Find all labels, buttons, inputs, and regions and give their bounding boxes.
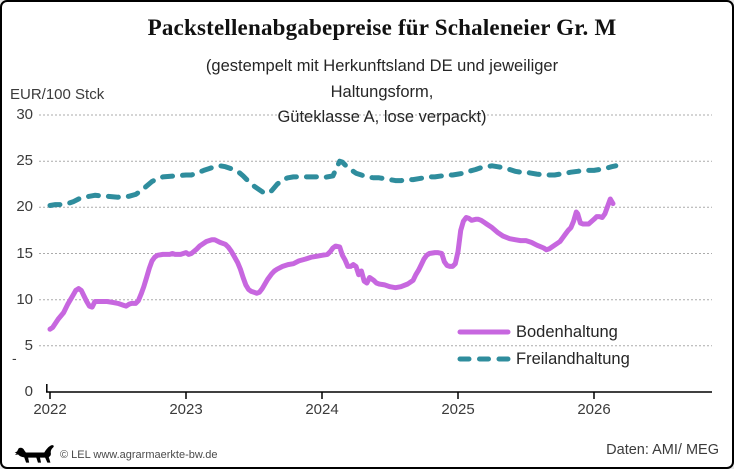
y-tick-label-10: 10 <box>16 290 33 308</box>
legend-swatch-solid-line <box>457 329 511 335</box>
y-axis-unit-label: EUR/100 Stck <box>10 86 105 103</box>
legend-label-bodenhaltung: Bodenhaltung <box>516 322 618 341</box>
chart-title: Packstellenabgabepreise für Schaleneier … <box>147 15 617 40</box>
y-tick-label-0: 0 <box>24 383 33 400</box>
legend-item-freilandhaltung: Freilandhaltung <box>457 350 630 368</box>
x-tick-label-2023: 2023 <box>169 401 203 418</box>
x-tick-label-2026: 2026 <box>577 401 611 418</box>
chart-subtitle-line-3: Güteklasse A, lose verpackt) <box>277 108 487 126</box>
footer-copyright: © LEL www.agrarmaerkte-bw.de <box>60 449 218 461</box>
x-tick-label-2025: 2025 <box>441 401 475 418</box>
legend-item-bodenhaltung: Bodenhaltung <box>457 323 618 341</box>
legend-swatch-dashed-line <box>457 356 511 362</box>
footer-data-source: Daten: AMI/ MEG <box>606 442 719 458</box>
chart-subtitle: (gestempelt mit Herkunftsland DE und jew… <box>42 54 722 131</box>
y-tick-label-25: 25 <box>16 152 33 170</box>
lel-lion-logo-icon <box>14 445 54 463</box>
y-axis-stray-dash: - <box>12 350 17 366</box>
y-tick-label-5: 5 <box>24 336 33 354</box>
x-tick-label-2024: 2024 <box>305 401 339 418</box>
chart-subtitle-line-2: Haltungsform, <box>330 82 434 101</box>
y-tick-label-20: 20 <box>16 198 33 216</box>
series-line-bodenhaltung <box>47 196 616 332</box>
chart-subtitle-line-1: (gestempelt mit Herkunftsland DE und jew… <box>205 57 559 75</box>
y-tick-label-15: 15 <box>16 244 33 262</box>
legend-label-freilandhaltung: Freilandhaltung <box>516 349 630 368</box>
y-tick-label-30: 30 <box>16 106 33 123</box>
x-tick-label-2022: 2022 <box>33 401 67 418</box>
series-line-freilandhaltung <box>47 158 619 208</box>
